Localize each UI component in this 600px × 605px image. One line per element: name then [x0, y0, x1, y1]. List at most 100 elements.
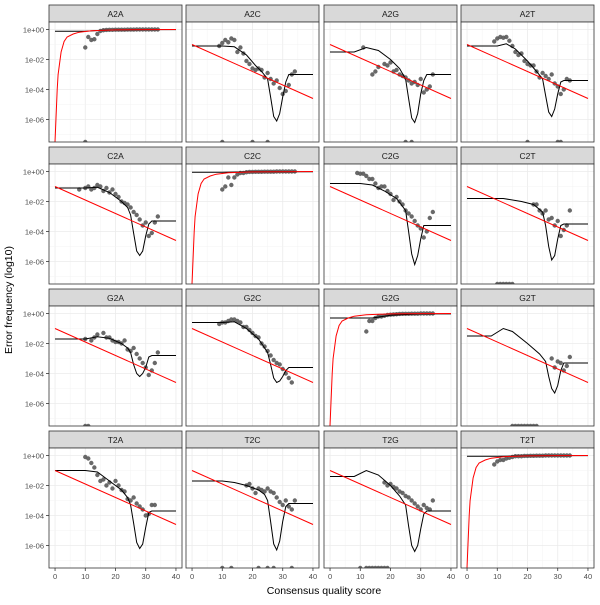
data-point [86, 34, 91, 40]
y-tick-label: 1e-02 [25, 340, 44, 349]
data-point [113, 478, 118, 484]
data-point [558, 91, 563, 97]
panel-grid [186, 306, 319, 426]
nominal-error-line [329, 44, 452, 99]
data-point [379, 184, 384, 189]
data-point [367, 176, 372, 182]
data-point [280, 502, 285, 508]
x-tick-label: 30 [554, 572, 562, 581]
nominal-error-line [54, 328, 177, 383]
panel-grid [324, 448, 457, 568]
x-tick-label: 30 [279, 572, 287, 581]
observed-points [510, 354, 573, 426]
data-point [220, 187, 225, 192]
panel-a2c: A2C [185, 4, 320, 143]
panel-border [323, 21, 458, 143]
y-tick-label: 1e-06 [25, 542, 44, 551]
data-point [277, 499, 282, 505]
data-point [223, 184, 228, 189]
panel-grid [49, 306, 182, 426]
panel-t2a: T2A 1e+00 1e-02 1e-04 1e-06 0 10 20 30 40 [23, 430, 183, 581]
data-point [232, 175, 237, 180]
facet-title: T2T [520, 435, 535, 445]
data-point [226, 40, 231, 45]
data-point [232, 37, 237, 43]
data-point [385, 565, 390, 568]
data-point [259, 67, 264, 73]
data-point [238, 45, 243, 50]
facet-title: C2T [519, 151, 535, 161]
x-tick-label: 20 [386, 572, 394, 581]
fitted-error-line [55, 470, 176, 550]
data-point [277, 362, 282, 367]
data-point [421, 235, 426, 240]
y-tick-label: 1e+00 [23, 26, 44, 35]
panel-t2c: T2C 0 10 20 30 40 [185, 430, 320, 581]
data-point [415, 504, 420, 509]
panel-grid [324, 164, 457, 284]
data-point [95, 31, 100, 37]
data-point [412, 218, 417, 224]
data-point [92, 185, 97, 191]
data-point [125, 202, 130, 207]
panel-grid [49, 164, 182, 284]
data-point [427, 84, 432, 89]
panel-grid [324, 22, 457, 142]
y-tick-label: 1e-02 [25, 198, 44, 207]
data-point [253, 490, 258, 496]
nominal-error-line [54, 29, 177, 142]
data-point [229, 182, 234, 188]
y-tick-label: 1e-06 [25, 116, 44, 125]
y-tick-label: 1e+00 [23, 310, 44, 319]
data-point [361, 171, 366, 176]
data-point [146, 233, 151, 239]
y-tick-label: 1e-06 [25, 258, 44, 267]
x-tick-label: 40 [172, 572, 180, 581]
observed-points [492, 34, 573, 142]
fitted-error-line [192, 321, 313, 384]
data-point [92, 37, 97, 42]
x-tick-label: 10 [356, 572, 364, 581]
panel-grid [461, 22, 594, 142]
data-point [289, 380, 294, 385]
panel-grid [186, 164, 319, 284]
data-point [92, 465, 97, 470]
panel-t2g: T2G 0 10 20 30 40 [323, 430, 458, 581]
facet-title: C2G [382, 151, 399, 161]
data-point [265, 565, 270, 568]
facet-title: A2G [382, 9, 399, 19]
panel-border [48, 21, 183, 143]
data-point [492, 39, 497, 44]
data-point [394, 486, 399, 491]
data-point [131, 495, 136, 500]
data-point [220, 139, 225, 142]
data-point [370, 72, 375, 77]
observed-points [77, 182, 161, 239]
data-point [528, 63, 533, 68]
data-point [364, 173, 369, 179]
data-point [122, 338, 127, 343]
panel-a2g: A2G [323, 4, 458, 143]
data-point [146, 372, 151, 378]
data-point [155, 350, 161, 355]
x-tick-label: 30 [142, 572, 150, 581]
facet-title: C2C [244, 151, 261, 161]
nominal-error-line [329, 313, 452, 426]
data-point [286, 82, 291, 88]
panel-border [185, 163, 320, 285]
panel-c2c: C2C [185, 146, 320, 285]
data-point [226, 175, 231, 180]
data-point [247, 481, 252, 487]
data-point [128, 348, 133, 354]
data-point [564, 363, 569, 369]
data-point [421, 502, 426, 508]
panel-border [460, 305, 595, 427]
data-point [567, 354, 573, 360]
panel-grid [461, 448, 594, 568]
facet-title: T2G [382, 435, 399, 445]
data-point [131, 345, 136, 351]
data-point [373, 181, 378, 186]
nominal-error-line [329, 470, 452, 525]
data-point [370, 176, 375, 182]
